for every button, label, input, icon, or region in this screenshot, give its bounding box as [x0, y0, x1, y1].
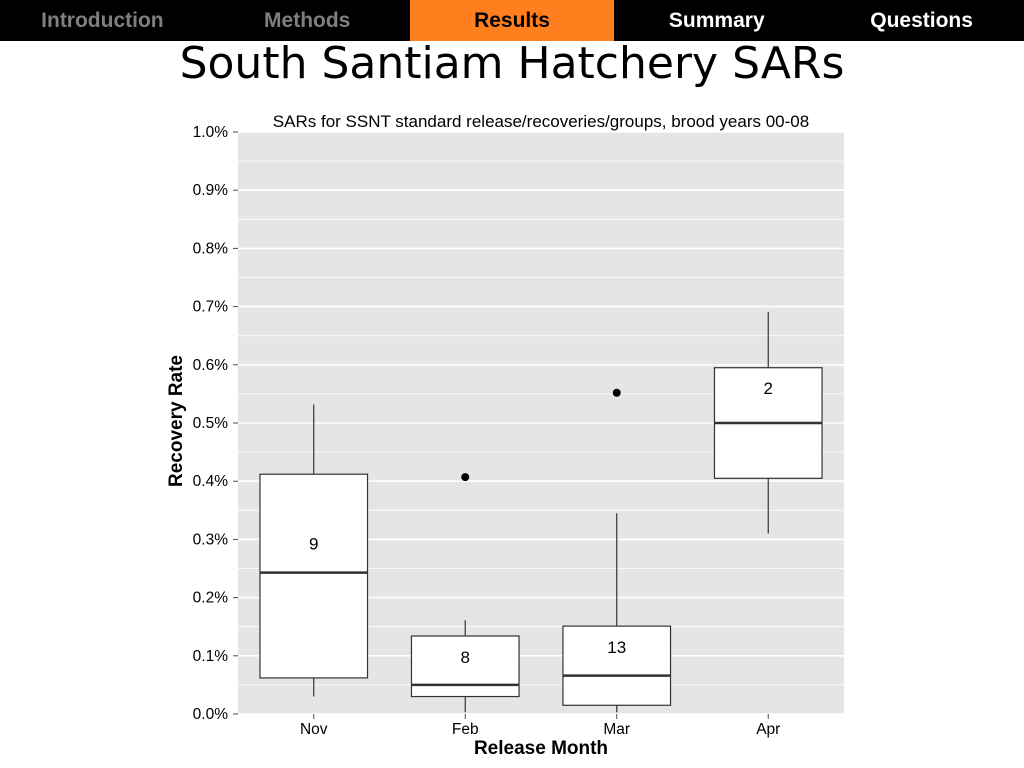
y-tick-label: 0.1%	[193, 648, 229, 665]
box-iqr	[410, 635, 520, 698]
x-tick-label: Apr	[756, 721, 780, 738]
nav-tab-summary[interactable]: Summary	[668, 9, 765, 32]
box-nov: 9	[259, 404, 369, 697]
box-mar: 13	[562, 388, 672, 713]
y-tick-label: 0.0%	[193, 706, 229, 723]
section-nav-bar: Introduction Methods Results Summary Que…	[0, 0, 1024, 41]
y-tick-label: 0.3%	[193, 531, 229, 548]
y-tick-label: 0.4%	[193, 473, 229, 490]
x-tick-label: Nov	[300, 721, 328, 738]
y-tick-label: 0.6%	[193, 357, 229, 374]
x-tick-label: Feb	[452, 721, 479, 738]
chart-title: SARs for SSNT standard release/recoverie…	[273, 112, 809, 131]
y-tick-label: 1.0%	[193, 124, 229, 141]
x-axis: Nov Feb Mar Apr	[300, 714, 780, 738]
box-series: 9 8 13 2	[259, 311, 823, 713]
y-tick-label: 0.7%	[193, 299, 229, 316]
slide-title: South Santiam Hatchery SARs	[179, 38, 845, 89]
outlier-point	[461, 473, 470, 482]
nav-tab-results[interactable]: Results	[409, 0, 615, 41]
box-count-label: 13	[607, 638, 626, 657]
box-feb: 8	[410, 473, 520, 713]
y-tick-label: 0.2%	[193, 590, 229, 607]
box-iqr	[259, 473, 369, 679]
box-count-label: 8	[461, 648, 470, 667]
x-axis-label: Release Month	[474, 738, 608, 759]
nav-tab-methods[interactable]: Methods	[264, 9, 351, 32]
y-tick-label: 0.5%	[193, 415, 229, 432]
y-axis: 0.0% 0.1% 0.2% 0.3% 0.4% 0.5% 0.6% 0.7% 0.8% 0.9%…	[193, 124, 238, 723]
box-count-label: 9	[309, 534, 318, 553]
box-iqr	[562, 625, 672, 706]
nav-tab-questions[interactable]: Questions	[870, 9, 973, 32]
outlier-point	[612, 388, 621, 397]
nav-tab-introduction[interactable]: Introduction	[41, 9, 164, 32]
y-tick-label: 0.9%	[193, 182, 229, 199]
y-axis-label: Recovery Rate	[166, 355, 187, 487]
box-apr: 2	[713, 311, 823, 534]
box-count-label: 2	[764, 379, 773, 398]
x-tick-label: Mar	[603, 721, 630, 738]
y-tick-label: 0.8%	[193, 240, 229, 257]
